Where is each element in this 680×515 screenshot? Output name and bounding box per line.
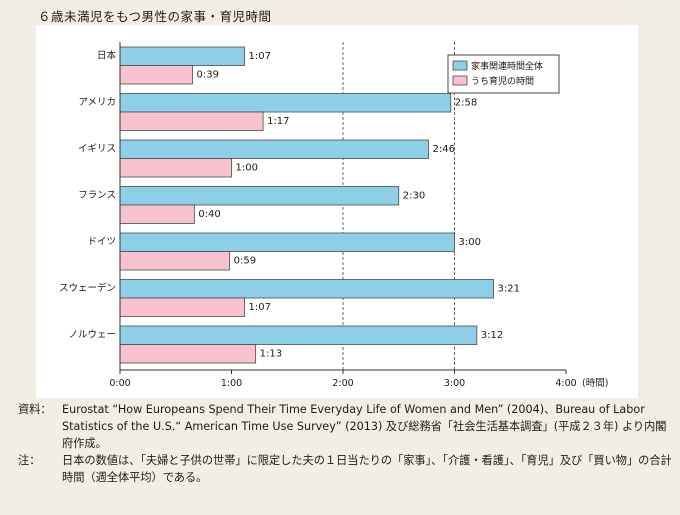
- category-label: フランス: [78, 190, 116, 201]
- chart-title: ６歳未満児をもつ男性の家事・育児時間: [38, 9, 272, 24]
- data-label: 0:39: [196, 70, 218, 81]
- bar-childcare: [119, 204, 195, 224]
- data-label: 0:59: [234, 256, 256, 267]
- category-label: 日本: [97, 49, 117, 61]
- bar-childcare: [119, 251, 231, 271]
- x-tick-label: 2:00: [332, 378, 353, 389]
- bar-total: [119, 46, 245, 66]
- data-label: 3:12: [481, 330, 503, 341]
- bar-total: [119, 325, 478, 345]
- data-label: 1:07: [249, 51, 271, 62]
- bar-childcare: [119, 297, 245, 317]
- x-tick-label: 4:00: [555, 378, 576, 389]
- bar-total: [119, 232, 455, 252]
- bar-childcare: [119, 344, 257, 364]
- data-label: 3:21: [498, 284, 520, 295]
- x-tick-label: 0:00: [109, 378, 130, 389]
- legend-swatch: [452, 60, 468, 71]
- bar-childcare: [119, 111, 264, 131]
- bar-chart: 日本 1:07 0:39 アメリカ 2:58 1:17 イギリス 2:46 1:00 フランス 2:…: [59, 42, 608, 389]
- chart-panel: 日本 1:07 0:39 アメリカ 2:58 1:17 イギリス 2:46 1:00 フランス 2:…: [36, 25, 638, 398]
- category-label: ドイツ: [87, 236, 116, 247]
- data-label: 0:40: [198, 209, 220, 220]
- bar-childcare: [119, 158, 232, 178]
- source-label: 資料：: [18, 403, 52, 416]
- bar-total: [119, 186, 400, 206]
- bar-childcare: [119, 65, 193, 85]
- legend-box: [447, 54, 560, 94]
- data-label: 1:17: [267, 116, 289, 127]
- data-label: 1:07: [249, 302, 271, 313]
- data-label: 2:46: [432, 144, 454, 155]
- x-tick-label: 3:00: [444, 378, 465, 389]
- category-label: アメリカ: [78, 97, 116, 108]
- data-label: 2:58: [455, 98, 477, 109]
- category-label: スウェーデン: [59, 282, 116, 294]
- legend-swatch: [452, 75, 468, 86]
- category-label: イギリス: [78, 143, 116, 154]
- footnote-text: 日本の数値は、「夫婦と子供の世帯」に限定した夫の１日当たりの「家事」、「介護・看…: [62, 454, 672, 484]
- data-label: 1:13: [260, 349, 282, 360]
- source-text: Eurostat “How Europeans Spend Their Time…: [62, 403, 667, 450]
- data-label: 2:30: [403, 191, 425, 202]
- category-label: ノルウェー: [68, 329, 116, 340]
- bar-total: [119, 139, 429, 159]
- x-axis-unit: (時間): [582, 378, 608, 389]
- bar-total: [119, 279, 494, 299]
- bar-total: [119, 93, 452, 113]
- x-tick-label: 1:00: [221, 378, 242, 389]
- data-label: 3:00: [459, 237, 481, 248]
- footnote-label: 注：: [18, 454, 41, 467]
- legend-label: 家事関連時間全体: [471, 60, 543, 72]
- data-label: 1:00: [236, 163, 258, 174]
- legend-label: うち育児の時間: [471, 75, 534, 87]
